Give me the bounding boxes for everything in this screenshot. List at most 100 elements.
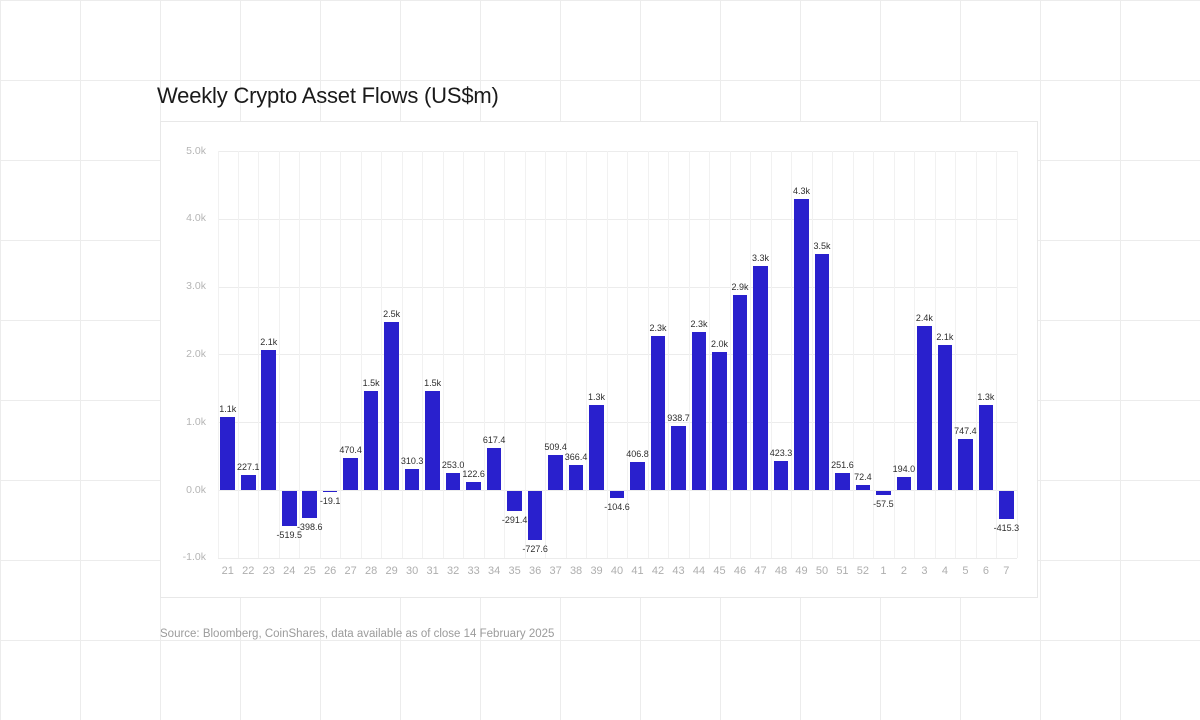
chart-panel: 5.0k 4.0k 3.0k 2.0k 1.0k 0.0k -1.0k 1.1k 21 227.1… bbox=[160, 121, 1038, 598]
bar bbox=[650, 336, 666, 490]
x-gridline bbox=[647, 151, 649, 558]
x-gridline bbox=[914, 151, 916, 558]
x-gridline bbox=[668, 151, 670, 558]
x-gridline bbox=[463, 151, 465, 558]
y-axis-tick: 0.0k bbox=[186, 483, 206, 496]
y-gridline bbox=[217, 422, 1017, 424]
x-axis-tick: 31 bbox=[426, 565, 439, 577]
y-axis-tick: 1.0k bbox=[186, 415, 206, 428]
x-axis-tick: 25 bbox=[303, 565, 316, 577]
bar-value-label: 2.0k bbox=[710, 338, 728, 349]
bar-value-label: 1.3k bbox=[588, 391, 606, 402]
x-axis-tick: 44 bbox=[692, 565, 706, 577]
x-gridline bbox=[340, 151, 342, 558]
x-gridline bbox=[811, 151, 813, 558]
x-gridline bbox=[545, 151, 547, 558]
x-axis-tick: 1 bbox=[880, 565, 887, 577]
bar-value-label: 253.0 bbox=[441, 459, 465, 470]
x-gridline bbox=[319, 151, 321, 558]
x-gridline bbox=[483, 151, 485, 558]
bar bbox=[917, 326, 932, 490]
x-gridline bbox=[688, 151, 690, 558]
x-gridline bbox=[955, 151, 957, 558]
y-axis-tick: 5.0k bbox=[186, 144, 206, 157]
x-gridline bbox=[606, 151, 608, 558]
x-gridline bbox=[832, 151, 834, 558]
y-axis-tick: 4.0k bbox=[186, 212, 206, 225]
bar-chart-plot-area: 5.0k 4.0k 3.0k 2.0k 1.0k 0.0k -1.0k 1.1k 21 227.1… bbox=[161, 122, 1037, 597]
bar bbox=[363, 390, 379, 490]
x-gridline bbox=[709, 151, 711, 558]
bar bbox=[794, 199, 809, 490]
bar-value-label: -57.5 bbox=[873, 498, 894, 509]
x-gridline bbox=[217, 151, 219, 558]
bar bbox=[466, 481, 481, 490]
x-gridline bbox=[975, 151, 977, 558]
bar bbox=[896, 476, 912, 490]
y-gridline bbox=[217, 151, 1017, 152]
x-gridline bbox=[893, 151, 895, 558]
bar bbox=[999, 491, 1014, 520]
bar bbox=[958, 439, 973, 490]
x-gridline bbox=[996, 151, 998, 558]
bar-value-label: 470.4 bbox=[339, 445, 362, 456]
x-axis-tick: 7 bbox=[1003, 565, 1010, 577]
bar-value-label: -398.6 bbox=[296, 522, 323, 533]
x-axis-tick: 41 bbox=[631, 565, 644, 577]
x-axis-tick: 43 bbox=[672, 565, 685, 577]
x-gridline bbox=[381, 151, 383, 558]
x-gridline bbox=[852, 151, 854, 558]
bar-value-label: 1.5k bbox=[362, 377, 380, 388]
x-axis-tick: 22 bbox=[242, 565, 255, 577]
bar-value-label: 617.4 bbox=[482, 435, 506, 446]
bar bbox=[548, 455, 563, 490]
bar-value-label: 3.5k bbox=[813, 240, 831, 251]
bar-value-label: 4.3k bbox=[792, 186, 810, 197]
chart-title: Weekly Crypto Asset Flows (US$m) bbox=[157, 83, 499, 108]
bar bbox=[671, 426, 686, 490]
x-axis-tick: 4 bbox=[941, 565, 948, 577]
x-axis-tick: 49 bbox=[795, 565, 808, 577]
bar bbox=[527, 491, 543, 541]
x-axis-tick: 33 bbox=[467, 565, 480, 577]
x-axis-tick: 5 bbox=[962, 565, 969, 577]
x-axis-tick: 27 bbox=[344, 565, 357, 577]
bar bbox=[322, 491, 338, 493]
x-gridline bbox=[934, 151, 936, 558]
x-gridline bbox=[422, 151, 424, 558]
bar-value-label: 366.4 bbox=[564, 452, 588, 463]
bar-value-label: 2.1k bbox=[936, 332, 954, 343]
x-axis-tick: 38 bbox=[569, 565, 583, 577]
x-axis-tick: 34 bbox=[487, 565, 501, 577]
bar bbox=[507, 491, 522, 511]
bar bbox=[835, 472, 850, 490]
x-axis-tick: 37 bbox=[549, 565, 562, 577]
bar-value-label: -727.6 bbox=[522, 544, 548, 555]
bar bbox=[281, 491, 297, 527]
bar-value-label: 227.1 bbox=[236, 461, 260, 472]
x-axis-tick: 2 bbox=[900, 565, 907, 577]
y-axis-tick: 2.0k bbox=[186, 347, 206, 360]
bar bbox=[753, 265, 768, 490]
bar bbox=[486, 448, 502, 490]
bar-value-label: 938.7 bbox=[667, 413, 690, 424]
bar-value-label: 1.5k bbox=[424, 377, 442, 388]
x-axis-tick: 28 bbox=[365, 565, 378, 577]
bar-value-label: 194.0 bbox=[892, 463, 916, 474]
bar-value-label: 423.3 bbox=[769, 448, 793, 459]
bar-value-label: -519.5 bbox=[276, 530, 302, 541]
bar bbox=[855, 485, 871, 490]
source-note: Source: Bloomberg, CoinShares, data avai… bbox=[160, 628, 555, 640]
x-axis-tick: 48 bbox=[774, 565, 788, 577]
bar bbox=[712, 351, 727, 490]
x-axis-tick: 26 bbox=[324, 565, 337, 577]
y-gridline bbox=[217, 490, 1017, 491]
bar-value-label: 310.3 bbox=[400, 455, 424, 466]
x-gridline bbox=[729, 151, 731, 558]
x-gridline bbox=[586, 151, 588, 558]
bar-value-label: 2.4k bbox=[915, 313, 933, 324]
bar bbox=[937, 345, 953, 490]
x-axis-tick: 29 bbox=[385, 565, 398, 577]
x-axis-tick: 50 bbox=[815, 565, 829, 577]
